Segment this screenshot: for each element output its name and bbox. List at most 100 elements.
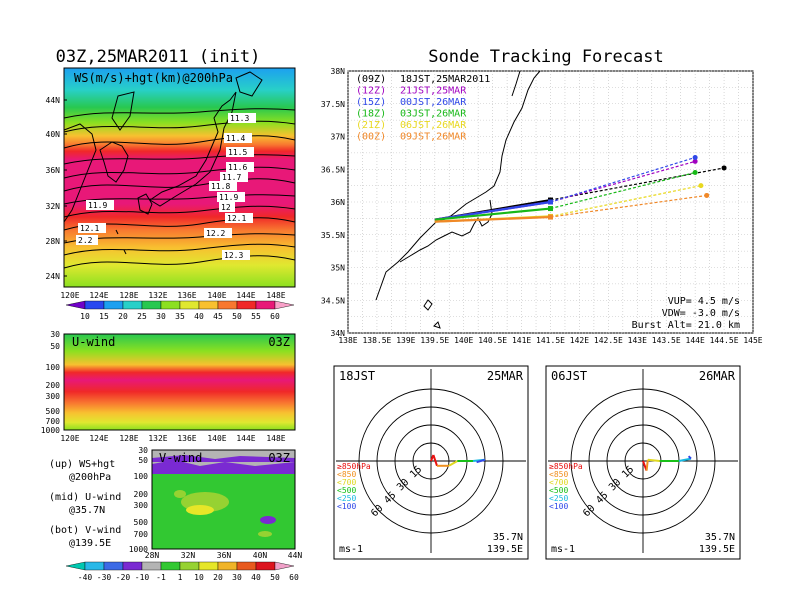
run-utc: (09Z): [356, 74, 386, 85]
tracking-lon-tick: 144E: [686, 336, 705, 345]
v-colorbar-cell: [141, 561, 162, 571]
height-contour: [63, 205, 296, 218]
tracking-tracks: [434, 154, 727, 223]
hodo-level-legend: ≥850hPa: [337, 462, 371, 471]
u-pressure-tick: 300: [46, 392, 61, 401]
v-colorbar-tick: 50: [270, 573, 280, 582]
coastline-path: [111, 91, 135, 131]
vdw-text: VDW= -3.0 m/s: [662, 308, 740, 319]
tracking-lon-tick: 141.5E: [536, 336, 565, 345]
height-contour: [63, 233, 296, 244]
height-contour: [63, 108, 296, 119]
landing-marker: [692, 170, 698, 176]
height-contour: [63, 166, 296, 179]
run-jst: 03JST,26MAR: [400, 109, 467, 120]
height-label-bg: [225, 213, 253, 223]
height-label: 11.7: [222, 173, 241, 182]
u-lon-tick: 132E: [148, 434, 167, 443]
hodo-trace-segment: [687, 455, 692, 460]
u-lon-ticks: 120E 124E 128E 132E 136E 140E 144E 148E: [60, 434, 285, 443]
landing-marker: [692, 154, 698, 160]
coastline-path: [423, 299, 433, 311]
ws-colorbar-cell: [84, 300, 105, 310]
tracking-lat-tick: 35.5N: [321, 231, 345, 240]
tracking-lon-ticks: 138E 138.5E 139E 139.5E 140E 140.5E 141E 141.5E…: [338, 336, 762, 345]
u-lon-tick: 120E: [60, 434, 79, 443]
ws-colorbar-tick: 55: [251, 312, 261, 321]
ws-map-panel: WS(m/s)+hgt(km)@200hPa 44N 40N 36N 32N 28N 24…: [46, 67, 296, 300]
landing-marker: [721, 165, 727, 171]
height-label-bg: [217, 192, 245, 202]
ws-lat-tick: 36N: [46, 166, 61, 175]
ws-colorbar-tick: 10: [80, 312, 90, 321]
ws-colorbar-tick: 25: [137, 312, 147, 321]
v-lat-tick: 40N: [253, 551, 268, 560]
v-colorbar-tick: 30: [232, 573, 242, 582]
u-pressure-tick: 700: [46, 417, 61, 426]
hodo-level-legend: <850: [549, 470, 568, 479]
u-lon-tick: 148E: [266, 434, 285, 443]
height-label-bg: [76, 235, 98, 245]
hodo-trace-segment: [448, 460, 458, 467]
u-lon-tick: 124E: [89, 434, 108, 443]
height-contours: [63, 108, 296, 269]
coastline-path: [511, 70, 521, 97]
height-contour: [63, 154, 296, 165]
height-label-bg: [78, 223, 106, 233]
height-label-bg: [219, 202, 235, 212]
v-lat-tick: 36N: [217, 551, 232, 560]
ws-lat-tick: 24N: [46, 272, 61, 281]
burst-marker: [548, 206, 553, 212]
track-descent-line: [550, 156, 696, 203]
tracking-lon-tick: 143E: [628, 336, 647, 345]
ws-colorbar-tick: 45: [213, 312, 223, 321]
coastline-layer: [63, 71, 263, 255]
v-colorbar-tick: -30: [97, 573, 112, 582]
height-label-bg: [86, 200, 114, 210]
v-colorbar-cell: [65, 561, 86, 571]
u-wind-title: U-wind: [72, 335, 115, 349]
height-label: 11.9: [88, 201, 107, 210]
tracking-lat-tick: 37N: [331, 133, 346, 142]
coastline-path: [375, 70, 541, 301]
ws-colorbar-cell: [103, 300, 124, 310]
tracking-lat-ticks: 38N 37.5N 37N 36.5N 36N 35.5N 35N 34.5N 34N: [321, 67, 345, 338]
ws-colorbar-cell: [274, 300, 295, 310]
tracking-lon-tick: 142E: [570, 336, 589, 345]
run-utc: (12Z): [356, 86, 386, 97]
hodograph-left: 18JST 25MAR 35.7N 139.5E ms-1 15304560≥8…: [333, 365, 529, 560]
track-descent-line: [550, 185, 702, 217]
ws-colorbar-tick: 20: [118, 312, 128, 321]
ws-colorbar-tick: 50: [232, 312, 242, 321]
height-label-bg: [226, 147, 254, 157]
tracking-lat-tick: 37.5N: [321, 100, 345, 109]
v-lat-ticks: 28N 32N 36N 40N 44N: [145, 551, 303, 560]
v-lat-tick: 32N: [181, 551, 196, 560]
v-colorbar-cell: [198, 561, 219, 571]
hodograph-right: 06JST 26MAR 35.7N 139.5E ms-1 15304560≥8…: [545, 365, 741, 560]
coastline-path: [99, 141, 129, 183]
v-lat-tick: 28N: [145, 551, 160, 560]
ws-colorbar-cell: [255, 300, 276, 310]
vup-text: VUP= 4.5 m/s: [668, 296, 740, 307]
ws-lon-tick: 128E: [119, 291, 138, 300]
height-label: 11.4: [226, 134, 245, 143]
height-label: 12.3: [224, 251, 243, 260]
v-colorbar-cell: [103, 561, 124, 571]
u-pressure-tick: 30: [50, 330, 60, 339]
height-label: 2.2: [78, 236, 93, 245]
ws-lon-tick: 120E: [60, 291, 79, 300]
hodo-trace-segment: [678, 457, 692, 462]
height-label: 12.1: [80, 224, 99, 233]
run-jst: 21JST,25MAR: [400, 86, 467, 97]
coastline-path: [235, 71, 263, 97]
tracking-lon-tick: 143.5E: [652, 336, 681, 345]
v-pressure-tick: 1000: [129, 545, 148, 554]
tracking-lat-tick: 34.5N: [321, 296, 345, 305]
ws-colorbar-tick: 60: [270, 312, 280, 321]
tracking-lon-tick: 145E: [743, 336, 762, 345]
landing-marker: [692, 158, 698, 164]
hodo-left-date: 25MAR: [487, 369, 524, 383]
